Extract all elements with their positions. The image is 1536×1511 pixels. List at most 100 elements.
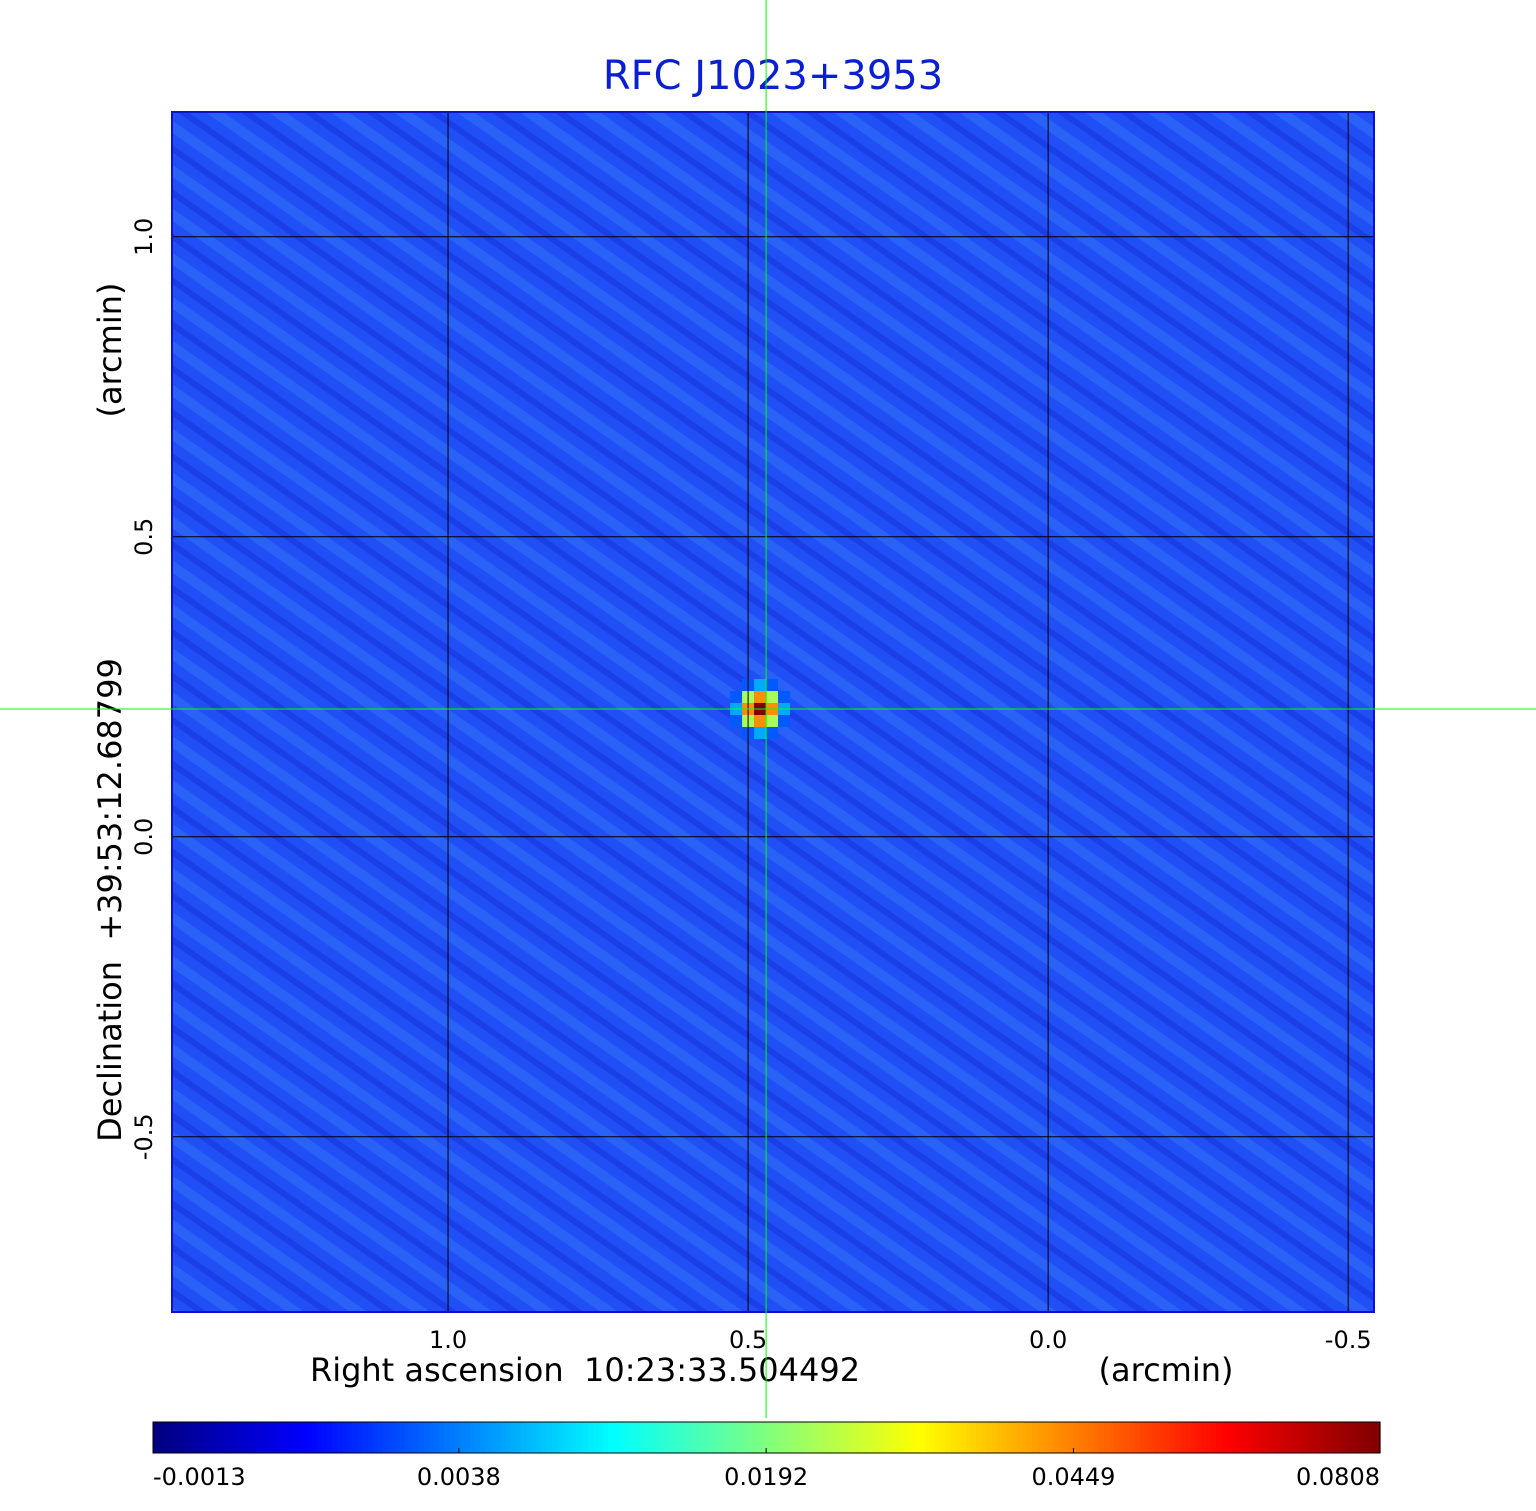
colorbar-segment bbox=[935, 1422, 941, 1453]
colorbar-segment bbox=[705, 1422, 711, 1453]
colorbar-segment bbox=[306, 1422, 313, 1453]
colorbar-segment bbox=[786, 1422, 793, 1453]
colorbar-segment bbox=[1052, 1422, 1059, 1453]
colorbar-segment bbox=[797, 1422, 803, 1453]
chart-title: RFC J1023+3953 bbox=[603, 53, 943, 99]
colorbar-segment bbox=[173, 1422, 180, 1453]
colorbar-segment bbox=[1277, 1422, 1284, 1453]
colorbar-segment bbox=[1262, 1422, 1269, 1453]
colorbar-segment bbox=[1313, 1422, 1320, 1453]
colorbar-segment bbox=[178, 1422, 185, 1453]
colorbar-segment bbox=[1257, 1422, 1264, 1453]
colorbar-segment bbox=[418, 1422, 425, 1453]
colorbar-segment bbox=[710, 1422, 716, 1453]
colorbar-segment bbox=[1349, 1422, 1356, 1453]
x-axis-unit: (arcmin) bbox=[1099, 1351, 1234, 1389]
colorbar-segment bbox=[1328, 1422, 1335, 1453]
colorbar-segment bbox=[388, 1422, 394, 1453]
colorbar-segment bbox=[725, 1422, 732, 1453]
colorbar-segment bbox=[715, 1422, 722, 1453]
colorbar-segment bbox=[510, 1422, 517, 1453]
colorbar-segment bbox=[1364, 1422, 1371, 1453]
colorbar-segment bbox=[551, 1422, 558, 1453]
colorbar-segment bbox=[1175, 1422, 1182, 1453]
colorbar-segment bbox=[618, 1422, 624, 1453]
colorbar-segment bbox=[608, 1422, 614, 1453]
colorbar-segment bbox=[1293, 1422, 1299, 1453]
colorbar-segment bbox=[1144, 1422, 1151, 1453]
colorbar-segment bbox=[1201, 1422, 1207, 1453]
colorbar-segment bbox=[689, 1422, 696, 1453]
colorbar-segment bbox=[505, 1422, 512, 1453]
colorbar-segment bbox=[1185, 1422, 1192, 1453]
colorbar-segment bbox=[832, 1422, 839, 1453]
colorbar-segment bbox=[730, 1422, 737, 1453]
colorbar-segment bbox=[746, 1422, 752, 1453]
colorbar-segment bbox=[260, 1422, 267, 1453]
colorbar-segment bbox=[168, 1422, 175, 1453]
colorbar-segment bbox=[582, 1422, 589, 1453]
colorbar-segment bbox=[531, 1422, 538, 1453]
colorbar-segment bbox=[1134, 1422, 1141, 1453]
colorbar-segment bbox=[873, 1422, 880, 1453]
x-axis-label: Right ascension 10:23:33.504492 bbox=[310, 1351, 860, 1389]
colorbar-segment bbox=[1083, 1422, 1090, 1453]
colorbar-segment bbox=[1109, 1422, 1115, 1453]
colorbar-segment bbox=[285, 1422, 292, 1453]
colorbar-segment bbox=[735, 1422, 742, 1453]
colorbar-segment bbox=[429, 1422, 435, 1453]
colorbar-segment bbox=[919, 1422, 926, 1453]
colorbar-segment bbox=[924, 1422, 931, 1453]
colorbar-segment bbox=[674, 1422, 681, 1453]
colorbar-segment bbox=[909, 1422, 916, 1453]
colorbar-segment bbox=[643, 1422, 650, 1453]
colorbar-segment bbox=[1303, 1422, 1310, 1453]
colorbar-segment bbox=[669, 1422, 676, 1453]
x-tick-label: -0.5 bbox=[1325, 1326, 1372, 1354]
colorbar-segment bbox=[1032, 1422, 1039, 1453]
colorbar-segment bbox=[163, 1422, 169, 1453]
colorbar-segment bbox=[648, 1422, 655, 1453]
colorbar-segment bbox=[556, 1422, 563, 1453]
colorbar-segment bbox=[960, 1422, 967, 1453]
colorbar-segment bbox=[485, 1422, 492, 1453]
colorbar-segment bbox=[1001, 1422, 1008, 1453]
colorbar-segment bbox=[490, 1422, 497, 1453]
colorbar-segment bbox=[311, 1422, 318, 1453]
colorbar-segment bbox=[521, 1422, 527, 1453]
colorbar-segment bbox=[1057, 1422, 1064, 1453]
colorbar-segment bbox=[766, 1422, 773, 1453]
colorbar-segment bbox=[761, 1422, 768, 1453]
x-tick-label: 1.0 bbox=[429, 1326, 467, 1354]
colorbar-segment bbox=[383, 1422, 389, 1453]
colorbar-segment bbox=[1017, 1422, 1023, 1453]
colorbar-segment bbox=[1037, 1422, 1044, 1453]
colorbar-segment bbox=[771, 1422, 778, 1453]
colorbar-segment bbox=[1165, 1422, 1171, 1453]
colorbar-segment bbox=[224, 1422, 231, 1453]
colorbar-segment bbox=[843, 1422, 849, 1453]
x-tick-label: 0.0 bbox=[1029, 1326, 1067, 1354]
colorbar-segment bbox=[812, 1422, 819, 1453]
colorbar-segment bbox=[1068, 1422, 1074, 1453]
image-pixel bbox=[754, 679, 767, 691]
colorbar-segment bbox=[817, 1422, 824, 1453]
colorbar-segment bbox=[950, 1422, 957, 1453]
colorbar-segment bbox=[1027, 1422, 1033, 1453]
colorbar-segment bbox=[858, 1422, 865, 1453]
colorbar-segment bbox=[280, 1422, 287, 1453]
colorbar-segment bbox=[1241, 1422, 1248, 1453]
colorbar-segment bbox=[347, 1422, 353, 1453]
colorbar-segment bbox=[914, 1422, 921, 1453]
colorbar-segment bbox=[1267, 1422, 1274, 1453]
colorbar-segment bbox=[183, 1422, 190, 1453]
colorbar-segment bbox=[1149, 1422, 1156, 1453]
y-axis-unit: (arcmin) bbox=[91, 283, 129, 418]
colorbar-segment bbox=[562, 1422, 568, 1453]
colorbar-segment bbox=[986, 1422, 993, 1453]
colorbar-segment bbox=[1333, 1422, 1340, 1453]
colorbar-segment bbox=[1114, 1422, 1120, 1453]
colorbar-segment bbox=[193, 1422, 200, 1453]
colorbar-segment bbox=[239, 1422, 246, 1453]
colorbar-segment bbox=[1073, 1422, 1079, 1453]
